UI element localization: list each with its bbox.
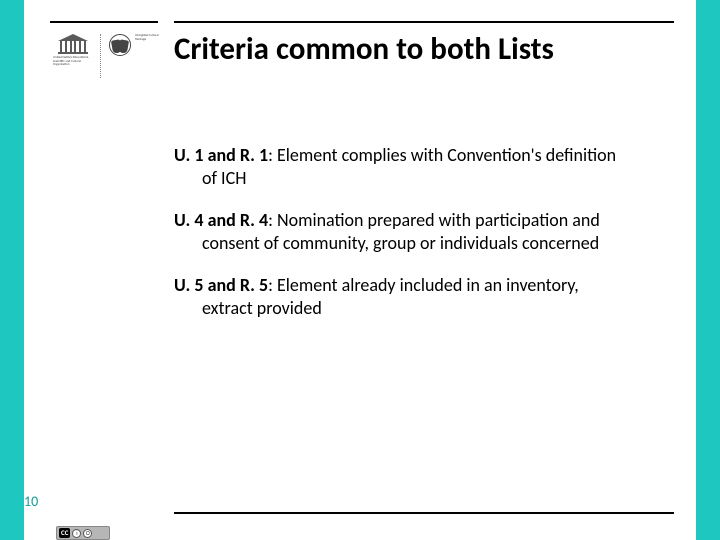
criterion-3: U. 5 and R. 5: Element already included … (174, 274, 654, 319)
hands-icon (109, 34, 131, 56)
ich-logo: Intangible Cultural Heritage (109, 34, 161, 56)
criterion-1-label: U. 1 and R. 1 (174, 144, 268, 166)
cc-license-badge: CC i O (56, 526, 110, 540)
bottom-rule (174, 512, 674, 514)
logo-divider (100, 34, 101, 78)
criterion-1-text: : Element complies with Convention's def… (268, 144, 616, 166)
criterion-2: U. 4 and R. 4: Nomination prepared with … (174, 209, 654, 254)
slide: United Nations Educational, Scientific a… (0, 0, 720, 540)
criterion-1: U. 1 and R. 1: Element complies with Con… (174, 144, 654, 189)
body-content: U. 1 and R. 1: Element complies with Con… (174, 144, 654, 339)
cc-label: CC (59, 528, 70, 538)
criterion-2-text: : Nomination prepared with participation… (268, 209, 600, 231)
unesco-caption: United Nations Educational, Scientific a… (53, 56, 93, 67)
slide-title: Criteria common to both Lists (174, 32, 666, 68)
criterion-1-cont: of ICH (174, 167, 654, 190)
ich-caption: Intangible Cultural Heritage (135, 34, 161, 41)
page-number: 10 (24, 493, 38, 510)
cc-nc-icon: O (83, 529, 92, 538)
logo-block: United Nations Educational, Scientific a… (54, 34, 161, 78)
unesco-logo: United Nations Educational, Scientific a… (54, 34, 92, 67)
top-rule-right (174, 21, 674, 23)
criterion-3-label: U. 5 and R. 5 (174, 274, 268, 296)
criterion-3-text: : Element already included in an invento… (268, 274, 579, 296)
cc-by-icon: i (72, 529, 81, 538)
criterion-3-cont: extract provided (174, 297, 654, 320)
criterion-2-label: U. 4 and R. 4 (174, 209, 268, 231)
top-rule-left (50, 21, 158, 23)
criterion-2-cont: consent of community, group or individua… (174, 232, 654, 255)
unesco-temple-icon (58, 34, 88, 54)
